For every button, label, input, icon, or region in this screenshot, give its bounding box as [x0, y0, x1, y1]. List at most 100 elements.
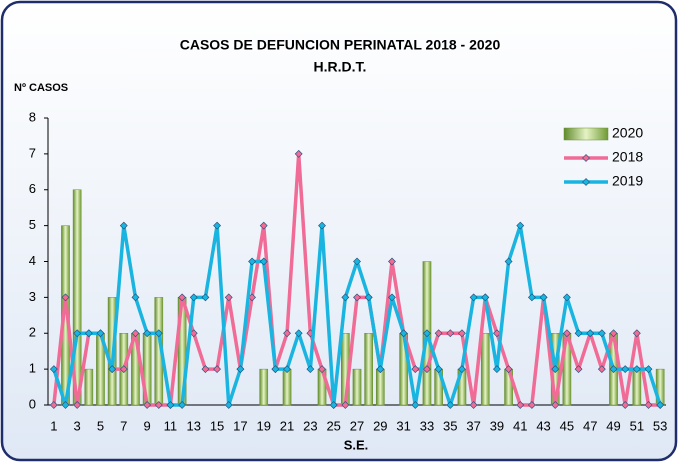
marker [481, 293, 490, 302]
marker [318, 365, 326, 374]
marker [597, 365, 606, 374]
marker [294, 149, 303, 158]
marker [376, 365, 385, 374]
y-tick-label: 7 [29, 145, 36, 160]
bar [480, 333, 490, 406]
marker [411, 401, 420, 409]
marker [562, 329, 571, 338]
legend-label: 2019 [612, 173, 643, 189]
marker [423, 329, 431, 338]
x-tick-label: 13 [187, 418, 201, 433]
marker [224, 401, 233, 409]
x-tick-label: 39 [490, 418, 504, 433]
marker [131, 329, 140, 338]
marker [411, 365, 420, 374]
marker [61, 401, 70, 409]
marker [586, 329, 595, 338]
marker [621, 401, 630, 409]
x-axis-label: S.E. [344, 437, 369, 452]
marker [49, 365, 58, 374]
marker [551, 365, 560, 374]
marker [213, 221, 221, 230]
x-tick-label: 29 [373, 418, 387, 433]
marker [329, 401, 338, 409]
marker [632, 329, 641, 338]
legend-label: 2020 [612, 125, 643, 141]
x-tick-label: 21 [280, 418, 294, 433]
marker [283, 329, 291, 338]
marker [469, 401, 478, 409]
chart-subtitle: H.R.D.T. [314, 59, 367, 75]
marker [341, 293, 350, 302]
marker [131, 293, 140, 302]
marker [527, 293, 536, 302]
x-tick-label: 31 [396, 418, 410, 433]
marker [271, 365, 280, 374]
y-tick-label: 2 [29, 325, 36, 340]
marker [539, 293, 548, 302]
marker [84, 329, 93, 338]
marker [446, 329, 455, 338]
marker [644, 401, 653, 409]
marker [189, 293, 198, 302]
marker [493, 365, 501, 374]
marker [434, 329, 443, 338]
marker [504, 257, 513, 266]
marker [458, 329, 466, 338]
marker [154, 329, 163, 338]
x-tick-label: 15 [210, 418, 224, 433]
marker [516, 401, 525, 409]
marker [574, 329, 583, 338]
marker [353, 257, 361, 266]
marker [504, 365, 513, 374]
marker [166, 401, 175, 409]
x-tick-label: 45 [560, 418, 574, 433]
marker [621, 365, 630, 374]
marker [283, 365, 291, 374]
x-tick-label: 27 [350, 418, 364, 433]
marker [388, 257, 396, 266]
x-tick-label: 9 [143, 418, 150, 433]
marker [119, 365, 128, 374]
y-tick-label: 5 [29, 217, 36, 232]
marker [143, 401, 152, 409]
marker [294, 329, 303, 338]
legend-swatch [563, 127, 609, 141]
marker [632, 365, 641, 374]
marker [446, 401, 455, 409]
legend-marker [582, 178, 590, 186]
bar [282, 368, 292, 406]
marker [213, 365, 221, 374]
x-tick-label: 25 [326, 418, 340, 433]
marker [108, 365, 117, 374]
marker [73, 401, 82, 409]
x-tick-label: 19 [256, 418, 270, 433]
marker [119, 221, 128, 230]
y-tick-label: 1 [29, 361, 36, 376]
marker [458, 365, 466, 374]
marker [609, 365, 618, 374]
x-tick-label: 53 [653, 418, 667, 433]
x-tick-label: 47 [583, 418, 597, 433]
marker [224, 293, 233, 302]
legend-marker [582, 154, 590, 162]
x-tick-label: 41 [513, 418, 527, 433]
marker [516, 221, 525, 230]
y-tick-label: 6 [29, 181, 36, 196]
marker [434, 365, 443, 374]
marker [143, 329, 152, 338]
marker [644, 365, 653, 374]
x-tick-label: 5 [97, 418, 104, 433]
marker [259, 257, 268, 266]
x-tick-label: 17 [233, 418, 247, 433]
marker [423, 365, 431, 374]
marker [201, 365, 210, 374]
marker [201, 293, 210, 302]
y-tick-label: 0 [29, 396, 36, 411]
x-tick-label: 37 [466, 418, 480, 433]
marker [609, 329, 618, 338]
marker [96, 329, 105, 338]
x-tick-label: 7 [120, 418, 127, 433]
